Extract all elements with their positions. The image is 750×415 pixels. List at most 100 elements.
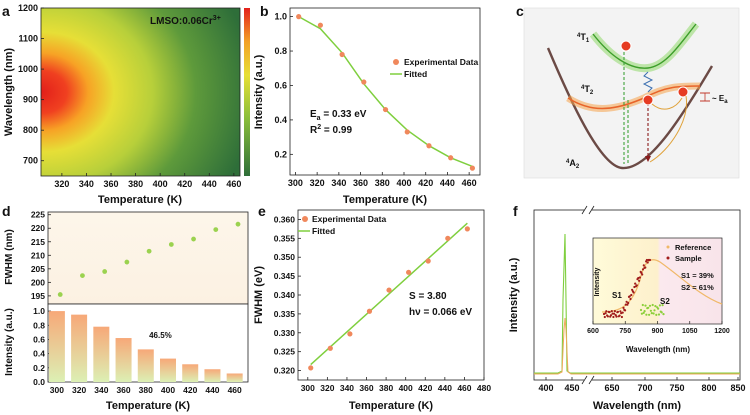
y-axis-b-tick-label: 0.4 bbox=[274, 115, 287, 125]
bar-d bbox=[160, 358, 176, 382]
axes-f: 400 450 650 700 750 800 850 bbox=[538, 377, 746, 393]
y-axis-label-a: Wavelength (nm) bbox=[3, 48, 15, 137]
plot-area-b bbox=[296, 14, 475, 171]
legend-label-exp-e: Experimental Data bbox=[312, 214, 386, 224]
annotation-ea-b: Ea = 0.33 eV bbox=[310, 109, 367, 122]
x-axis-d-tick-label: 460 bbox=[228, 385, 242, 395]
inset-sample-point bbox=[624, 303, 627, 306]
data-point-b bbox=[361, 79, 367, 85]
x-axis-e-tick-label: 340 bbox=[340, 383, 354, 393]
legend-marker-exp-b bbox=[393, 59, 399, 65]
x-axis-e-tick-label: 380 bbox=[379, 383, 393, 393]
panel-a: a LMSO:0.06Cr3+ 320 340 360 380 400 420 440 460… bbox=[2, 3, 250, 206]
x-axis-b-tick-label: 460 bbox=[462, 178, 477, 188]
inset-sample-point bbox=[630, 293, 633, 297]
inset-green-point bbox=[654, 305, 657, 308]
x-axis-a-tick-label: 320 bbox=[54, 179, 69, 189]
y-axis-d-top-tick-label: 195 bbox=[31, 291, 45, 301]
y-axis-d-bottom-tick-label: 0.0 bbox=[33, 377, 45, 387]
x-axis-f-tick-label: 700 bbox=[637, 383, 652, 393]
x-axis-e-tick-label: 460 bbox=[457, 383, 471, 393]
state-label-a2: 4A2 bbox=[566, 158, 580, 170]
x-axis-label-b: Temperature (K) bbox=[343, 194, 427, 206]
data-point-d bbox=[213, 227, 219, 232]
y-axis-b-tick-label: 1.0 bbox=[274, 12, 287, 22]
inset-sample-point bbox=[641, 268, 645, 271]
annotation-r2-b: R2 = 0.99 bbox=[310, 124, 352, 136]
x-axis-b-tick-label: 420 bbox=[418, 178, 433, 188]
data-point-d bbox=[191, 236, 196, 242]
data-point-d bbox=[168, 242, 174, 247]
x-axis-label-d: Temperature (K) bbox=[106, 400, 190, 412]
x-axis-a-tick-label: 440 bbox=[202, 179, 217, 189]
inset-legend-sample: Sample bbox=[675, 254, 702, 263]
panel-f: f 400 450 650 700 750 800 850 Reference Sample… bbox=[508, 203, 746, 412]
inset-green-point bbox=[649, 309, 653, 312]
x-axis-d-tick-label: 440 bbox=[205, 385, 219, 395]
emission-arrowhead bbox=[645, 156, 651, 162]
annotation-s-e: S = 3.80 bbox=[409, 291, 447, 302]
legend-label-exp-b: Experimental Data bbox=[404, 57, 478, 67]
y-axis-d-top-tick-label: 220 bbox=[31, 223, 45, 233]
y-axis-e-tick-label: 0.355 bbox=[274, 233, 296, 243]
x-axis-b-tick-label: 340 bbox=[331, 178, 346, 188]
state-label-t2: 4T2 bbox=[581, 84, 594, 96]
x-axis-a: 320 340 360 380 400 420 440 460 bbox=[54, 173, 241, 189]
legend-b: Experimental Data Fitted bbox=[390, 57, 478, 79]
x-axis-a-tick-label: 400 bbox=[153, 179, 168, 189]
data-point-b bbox=[404, 129, 410, 135]
y-axis-label-b: Intensity (a.u.) bbox=[253, 54, 265, 129]
y-axis-e-tick-label: 0.340 bbox=[274, 290, 296, 300]
inset-sample-point bbox=[648, 258, 652, 262]
inset-legend-marker-reference bbox=[666, 245, 670, 249]
inset-sample-point bbox=[605, 310, 608, 313]
axes-e: 300 320 340 360 380 400 420 440 460 480 0.320 0.325… bbox=[274, 214, 492, 393]
x-axis-f-tick-label: 400 bbox=[538, 383, 553, 393]
x-axis-f-tick-label: 450 bbox=[564, 383, 579, 393]
inset-annotation-s1: S1 = 39% bbox=[681, 271, 714, 280]
y-axis-b-tick-label: 0.2 bbox=[274, 149, 287, 159]
annotation-hv-e: hν = 0.066 eV bbox=[409, 307, 472, 318]
inset-green-point bbox=[650, 312, 653, 315]
electron-t1-icon bbox=[620, 40, 632, 52]
inset-x-tick-label: 1050 bbox=[682, 328, 698, 335]
x-axis-f-tick-label: 850 bbox=[730, 383, 745, 393]
data-point-d bbox=[235, 221, 241, 227]
inset-sample-point bbox=[634, 282, 637, 285]
y-axis-label-f: Intensity (a.u.) bbox=[508, 257, 520, 332]
inset-sample-point bbox=[642, 264, 645, 267]
plot-frame-b bbox=[289, 7, 481, 176]
y-axis-d-top-tick-label: 205 bbox=[31, 264, 45, 274]
data-point-e bbox=[366, 308, 373, 314]
panel-label-e: e bbox=[258, 203, 266, 219]
y-axis-label-e: FWHM (eV) bbox=[253, 266, 265, 324]
x-axis-a-tick-label: 460 bbox=[226, 179, 241, 189]
x-axis-d-tick-label: 360 bbox=[116, 385, 130, 395]
x-axis-b-tick-label: 400 bbox=[396, 178, 411, 188]
data-point-d bbox=[57, 292, 63, 297]
bar-d bbox=[93, 326, 110, 382]
y-axis-e-tick-label: 0.360 bbox=[274, 214, 296, 224]
inset-green-point bbox=[640, 312, 644, 315]
x-axis-e-tick-label: 320 bbox=[320, 383, 334, 393]
inset-x-tick-label: 1200 bbox=[714, 328, 730, 335]
inset-sample-point bbox=[625, 300, 628, 303]
inset-sample-point bbox=[606, 315, 610, 318]
bar-d bbox=[115, 338, 132, 382]
inset-legend-marker-sample bbox=[666, 256, 670, 260]
inset-green-point bbox=[660, 311, 663, 314]
data-point-b bbox=[469, 165, 475, 171]
inset-sample-point bbox=[641, 273, 644, 276]
inset-axes: 600 750 900 1050 1200 bbox=[587, 321, 730, 335]
inset-sample-points bbox=[602, 258, 665, 319]
panel-e: e 300 320 340 360 380 400 420 440 460 480 0.320 0.3… bbox=[253, 203, 491, 412]
x-axis-a-tick-label: 340 bbox=[79, 179, 94, 189]
y-axis-d-bottom-tick-label: 0.4 bbox=[33, 349, 45, 359]
data-point-b bbox=[382, 106, 389, 113]
inset-sample-point bbox=[632, 291, 635, 294]
inset-f: Reference Sample S1 S2 S1 = 39% S2 = 61%… bbox=[587, 237, 730, 354]
y-axis-a-tick-label: 1200 bbox=[18, 3, 38, 13]
inset-green-point bbox=[648, 313, 651, 316]
inset-green-point bbox=[651, 303, 654, 307]
